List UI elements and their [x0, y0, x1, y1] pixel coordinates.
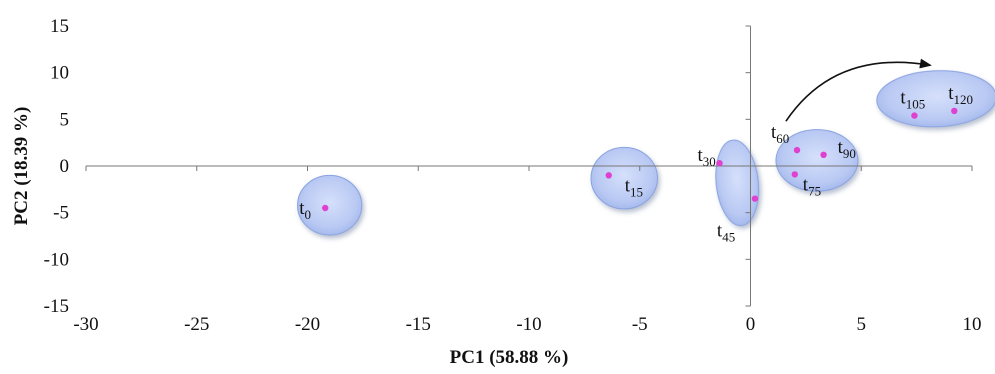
cluster-groups: [297, 70, 995, 236]
point-label-t75: t75: [803, 174, 821, 198]
data-point-t30: [716, 160, 723, 167]
x-tick-label: -5: [632, 314, 648, 335]
y-tick-label: -5: [53, 203, 69, 224]
group-ellipse-t15: [590, 146, 658, 210]
y-tick-label: -15: [44, 296, 69, 317]
x-tick-label: -10: [516, 314, 541, 335]
y-axis-label: PC2 (18.39 %): [11, 107, 32, 226]
data-point-t75: [791, 171, 798, 178]
x-axis-label: PC1 (58.88 %): [450, 347, 569, 368]
trend-arrow-path: [785, 58, 932, 122]
x-tick-label: 0: [746, 314, 756, 335]
x-tick-label: -30: [73, 314, 98, 335]
group-ellipse-t105-t120: [876, 70, 995, 128]
x-tick-label: 10: [963, 314, 982, 335]
data-point-t60: [793, 146, 801, 154]
x-tick-label: -20: [295, 314, 320, 335]
y-tick-label: -10: [44, 249, 69, 270]
data-point-t15: [605, 172, 612, 179]
x-tick-label: -15: [406, 314, 431, 335]
group-ellipse-t0: [297, 174, 363, 236]
data-point-t45: [751, 195, 759, 202]
y-tick-label: 15: [50, 16, 69, 37]
group-ellipse-t30-t45: [715, 139, 760, 227]
data-point-t105: [911, 112, 918, 119]
point-label-t105: t105: [900, 88, 925, 112]
tick-labels: -30 -25 -20 -15 -10 -5 0 5 10 -15 -10 -5 0 5 10 15: [44, 16, 982, 335]
point-label-t30: t30: [697, 145, 715, 169]
data-point-t120: [951, 107, 958, 115]
x-tick-label: 5: [857, 314, 867, 335]
point-label-t60: t60: [771, 122, 789, 146]
point-label-t0: t0: [299, 198, 311, 222]
axes: [85, 25, 973, 307]
data-point-t90: [820, 151, 827, 158]
y-tick-label: 0: [60, 156, 70, 177]
data-point-t0: [322, 204, 329, 212]
point-labels: t0 t15 t30 t45 t60 t75 t90 t105 t120: [299, 83, 973, 245]
point-label-t120: t120: [948, 83, 973, 107]
trend-arrow: [785, 58, 932, 122]
data-points: [322, 107, 958, 212]
point-label-t90: t90: [838, 137, 856, 161]
y-tick-label: 10: [50, 63, 69, 84]
x-tick-label: -25: [184, 314, 209, 335]
point-label-t45: t45: [717, 221, 735, 245]
point-label-t15: t15: [625, 175, 643, 199]
y-tick-label: 5: [60, 109, 70, 130]
